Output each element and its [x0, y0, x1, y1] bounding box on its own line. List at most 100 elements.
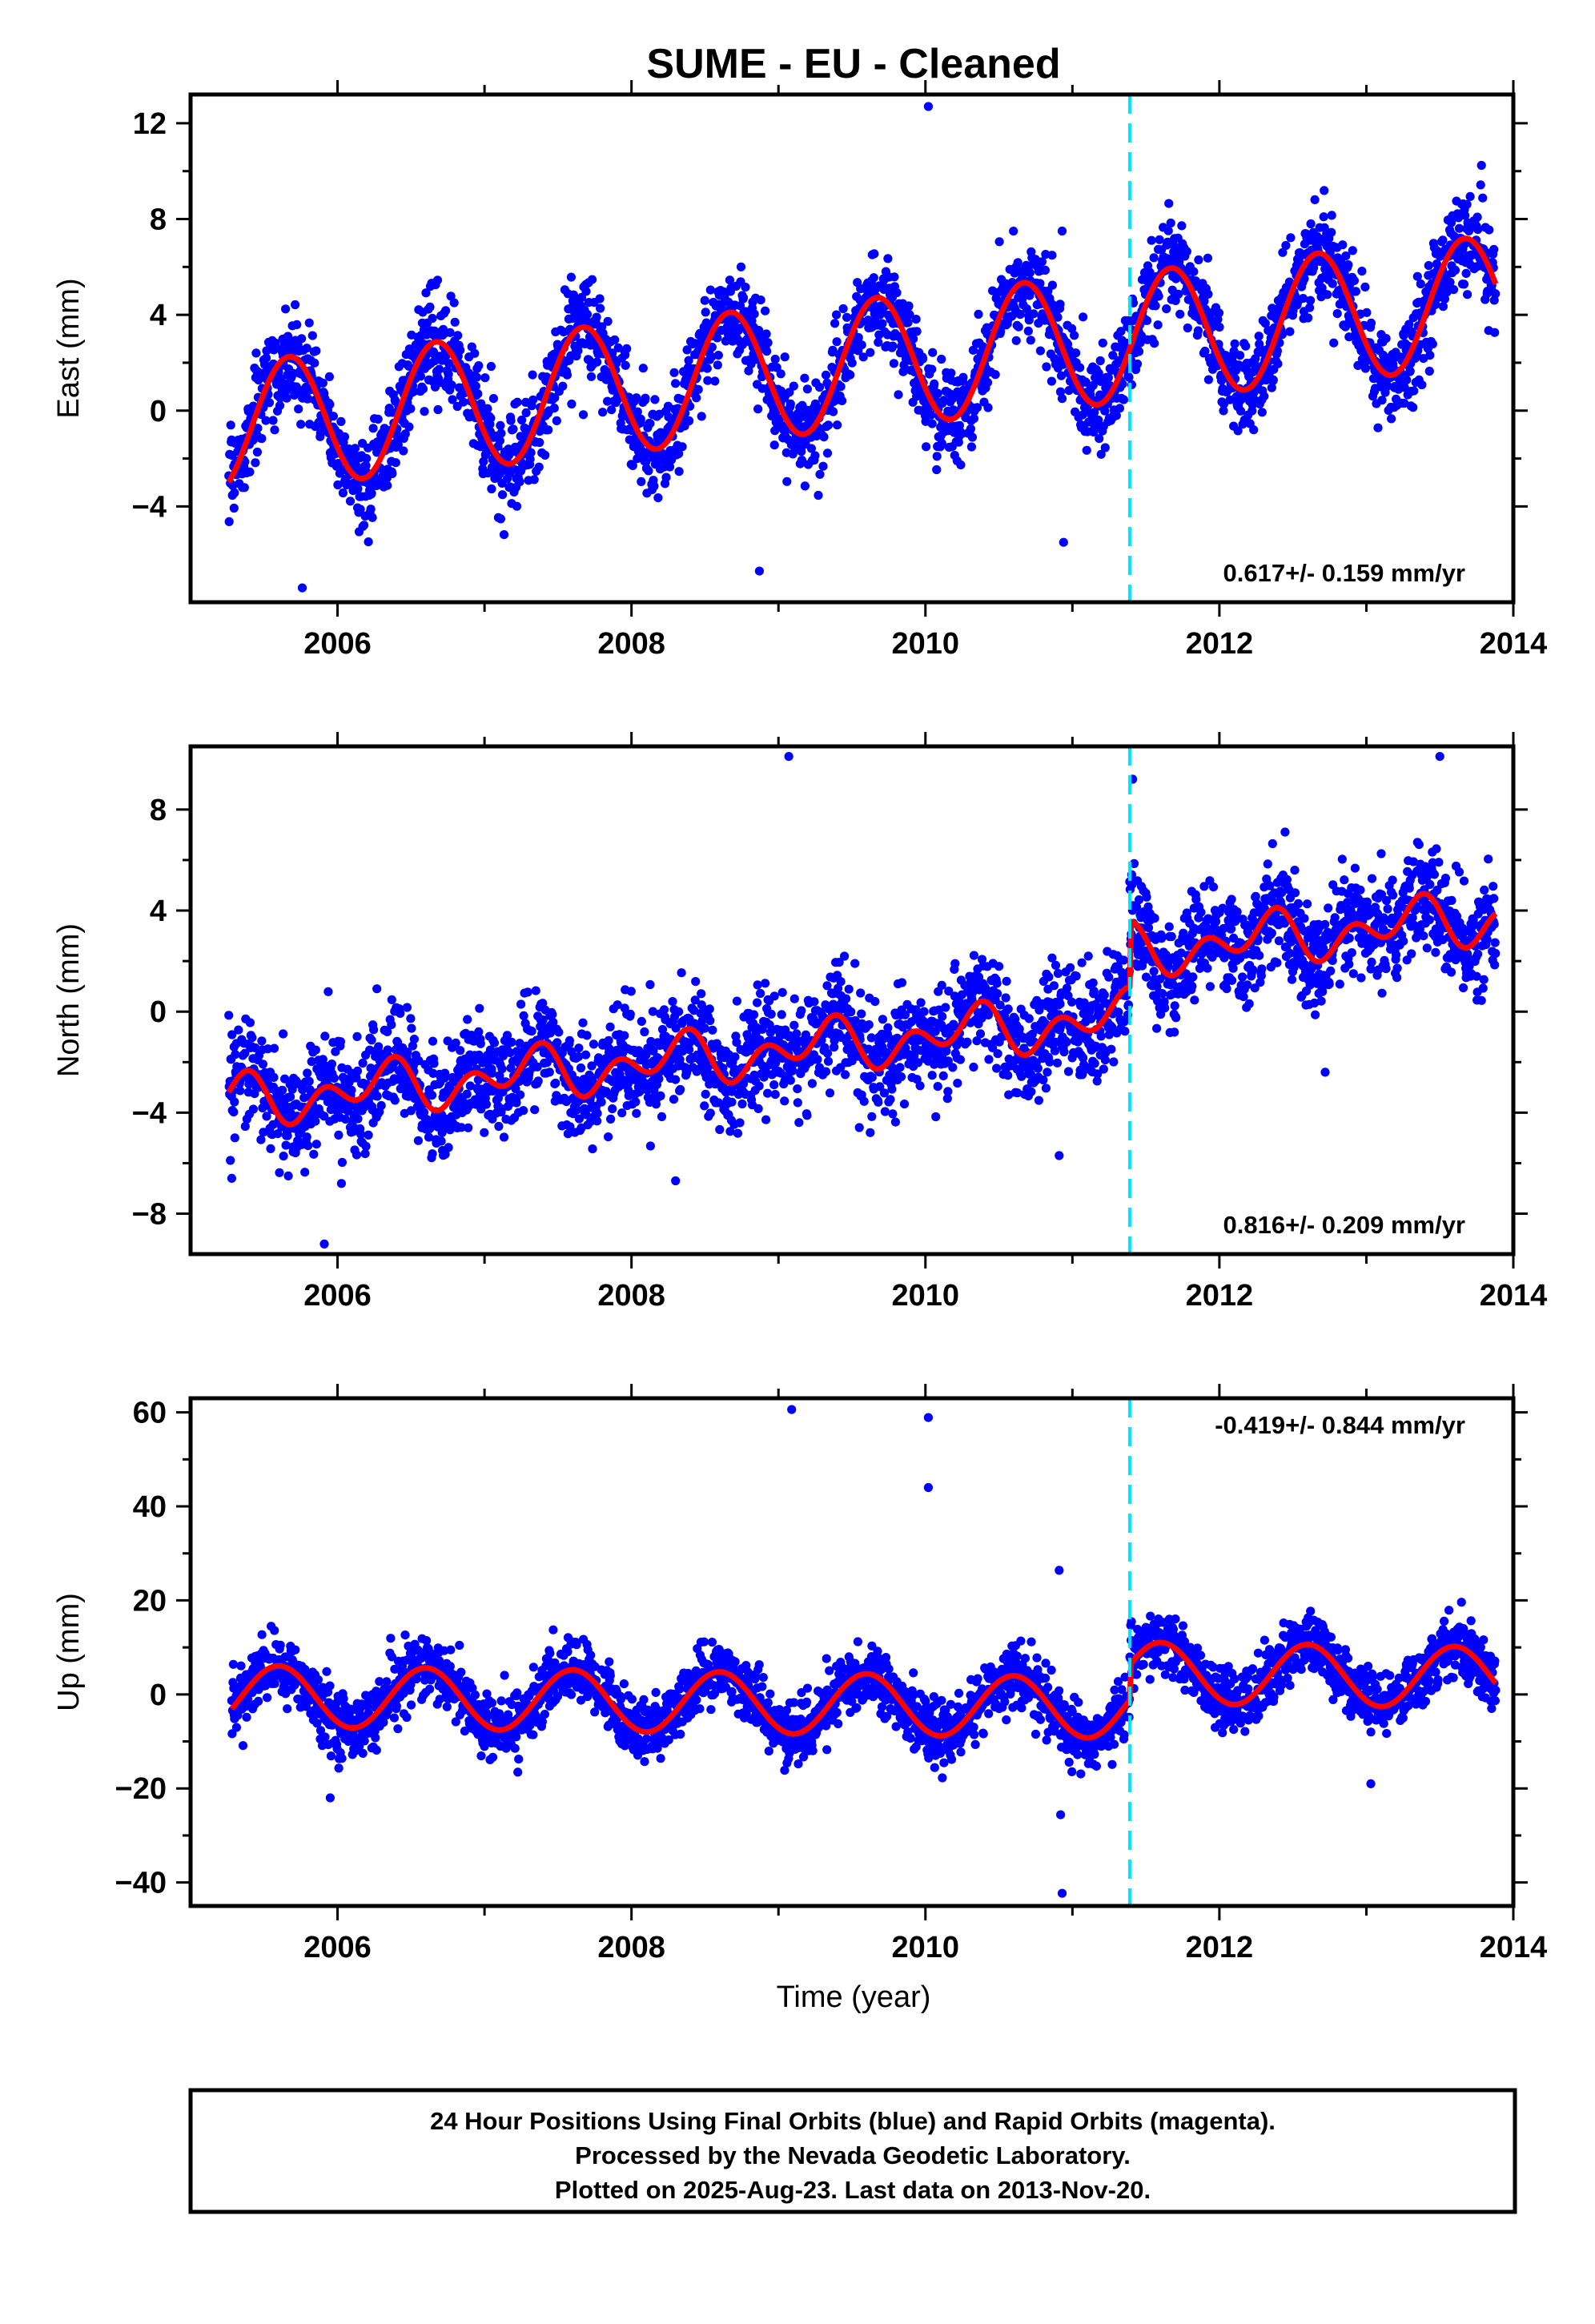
data-point — [677, 968, 686, 978]
data-point — [888, 1109, 898, 1119]
data-point — [653, 493, 663, 503]
data-point — [409, 387, 419, 396]
data-point — [761, 306, 770, 316]
data-point — [937, 438, 946, 448]
data-point — [367, 1035, 376, 1045]
data-point — [943, 1056, 953, 1066]
data-point — [258, 1059, 267, 1069]
data-point — [240, 1121, 250, 1132]
data-point — [263, 1044, 273, 1054]
data-point — [449, 298, 459, 308]
data-point — [483, 404, 492, 413]
data-point — [356, 1129, 366, 1139]
data-point — [542, 1058, 552, 1068]
data-point — [1366, 318, 1376, 328]
data-point — [785, 399, 795, 408]
data-point — [641, 393, 650, 403]
data-point — [1164, 199, 1174, 208]
data-point — [399, 446, 408, 456]
data-point — [933, 1082, 942, 1092]
data-point — [1135, 338, 1145, 348]
data-point — [682, 345, 692, 355]
data-point — [574, 1114, 585, 1124]
data-point — [715, 1124, 725, 1135]
data-point — [257, 434, 267, 444]
data-point — [604, 1035, 613, 1045]
data-point — [789, 994, 799, 1003]
data-point — [443, 1036, 452, 1046]
data-point — [738, 293, 749, 303]
data-point — [549, 404, 559, 413]
data-point — [597, 1097, 606, 1107]
data-point — [1362, 308, 1372, 317]
data-point — [548, 1010, 557, 1019]
data-point — [1273, 359, 1283, 368]
data-point — [1400, 383, 1409, 392]
data-point — [780, 352, 789, 362]
data-point — [281, 1140, 291, 1150]
data-point — [937, 980, 946, 990]
data-point — [1004, 1090, 1014, 1100]
data-point — [1235, 351, 1245, 360]
data-point — [448, 395, 457, 404]
data-point — [1341, 251, 1351, 261]
data-point — [1079, 312, 1088, 322]
data-point — [1323, 290, 1332, 300]
data-point — [1476, 160, 1486, 171]
data-point — [819, 432, 829, 442]
data-point — [621, 360, 630, 370]
data-point — [1268, 375, 1278, 384]
y-tick-label: 0 — [150, 395, 167, 428]
outlier-point — [1057, 226, 1067, 236]
data-point — [340, 1114, 351, 1124]
data-point — [1404, 320, 1414, 329]
data-point — [887, 1084, 897, 1094]
data-point — [905, 310, 914, 320]
data-point — [1236, 406, 1246, 416]
data-point — [828, 345, 838, 355]
data-point — [766, 1009, 776, 1019]
data-point — [793, 1098, 802, 1108]
data-point — [428, 1036, 438, 1046]
data-point — [832, 310, 842, 320]
data-point — [320, 1031, 330, 1041]
data-point — [983, 403, 993, 412]
data-point — [1257, 408, 1267, 417]
data-point — [800, 373, 810, 383]
data-point — [1015, 309, 1025, 320]
data-point — [281, 304, 291, 314]
data-point — [927, 1071, 937, 1080]
data-point — [486, 413, 496, 423]
data-point — [705, 285, 715, 295]
data-point — [589, 1039, 599, 1049]
data-point — [1328, 279, 1337, 288]
data-point — [967, 432, 977, 442]
data-point — [1047, 280, 1057, 290]
data-point — [785, 1076, 795, 1085]
data-point — [640, 1027, 649, 1037]
data-point — [342, 479, 352, 489]
data-point — [756, 988, 765, 999]
data-point — [425, 302, 435, 312]
data-point — [847, 1056, 857, 1066]
data-point — [1132, 359, 1143, 369]
data-point — [582, 317, 592, 327]
data-point — [271, 338, 280, 348]
data-point — [1463, 290, 1472, 300]
data-point — [669, 368, 679, 377]
data-point — [800, 481, 810, 491]
data-point — [1489, 244, 1499, 255]
data-point — [1203, 253, 1212, 263]
data-point — [566, 272, 577, 282]
data-point — [713, 333, 722, 343]
data-point — [1194, 255, 1203, 265]
data-point — [286, 1092, 295, 1102]
data-point — [854, 332, 863, 343]
data-point — [644, 466, 653, 476]
data-point — [797, 1006, 806, 1015]
data-point — [291, 300, 300, 310]
data-point — [406, 1106, 416, 1116]
data-point — [1067, 324, 1077, 333]
data-point — [689, 1006, 699, 1015]
data-point — [705, 1108, 715, 1118]
